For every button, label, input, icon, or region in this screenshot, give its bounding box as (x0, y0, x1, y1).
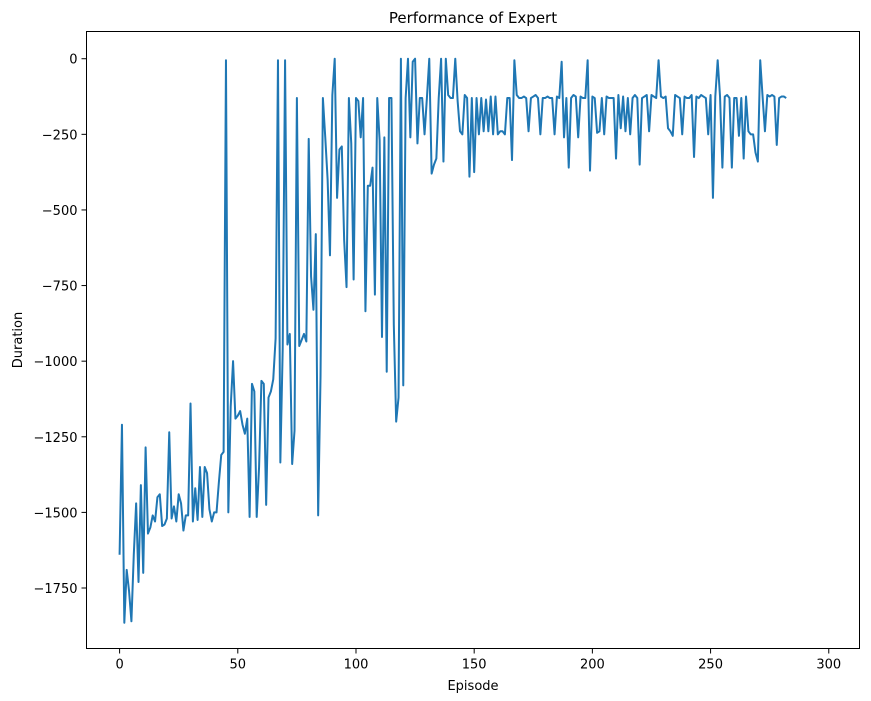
y-tick-label: −500 (42, 204, 78, 219)
y-tick-label: −1750 (34, 582, 78, 597)
x-tick-label: 0 (115, 658, 123, 673)
y-tick-label: −1250 (34, 431, 78, 446)
x-axis-ticks: 0 50 100 150 200 250 300 (115, 648, 841, 673)
x-tick-label: 300 (816, 658, 841, 673)
y-tick-label: −1500 (34, 506, 78, 521)
x-tick-label: 150 (462, 658, 487, 673)
plot-area-frame (86, 31, 860, 649)
y-tick-label: −1000 (34, 355, 78, 370)
x-tick-label: 100 (344, 658, 369, 673)
series-line-expert-duration (118, 57, 787, 624)
x-tick-label: 200 (580, 658, 605, 673)
y-tick-label: −250 (42, 128, 78, 143)
y-axis-label: Duration (11, 312, 26, 368)
x-axis-label: Episode (447, 679, 498, 694)
chart-title: Performance of Expert (389, 9, 557, 27)
x-tick-label: 50 (230, 658, 247, 673)
y-tick-label: 0 (69, 53, 77, 68)
y-axis-ticks: 0 −250 −500 −750 −1000 −1250 −1500 −1750 (34, 53, 87, 597)
y-tick-label: −750 (42, 280, 78, 295)
x-tick-label: 250 (698, 658, 723, 673)
